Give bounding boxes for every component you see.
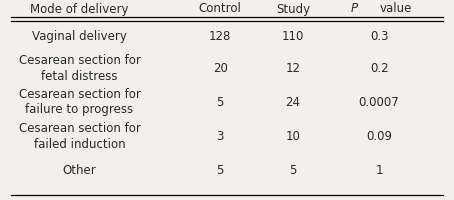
- Text: Cesarean section for
fetal distress: Cesarean section for fetal distress: [19, 53, 140, 82]
- Text: 24: 24: [285, 96, 301, 108]
- Text: Control: Control: [199, 2, 242, 16]
- Text: Study: Study: [276, 2, 310, 16]
- Text: Other: Other: [63, 164, 96, 177]
- Text: 0.2: 0.2: [370, 62, 389, 74]
- Text: Vaginal delivery: Vaginal delivery: [32, 30, 127, 43]
- Text: value: value: [380, 2, 413, 16]
- Text: 5: 5: [217, 96, 224, 108]
- Text: 128: 128: [209, 30, 232, 43]
- Text: 5: 5: [289, 164, 296, 177]
- Text: 10: 10: [286, 130, 300, 143]
- Text: Cesarean section for
failure to progress: Cesarean section for failure to progress: [19, 88, 140, 116]
- Text: 20: 20: [213, 62, 227, 74]
- Text: 0.3: 0.3: [370, 30, 388, 43]
- Text: 12: 12: [285, 62, 301, 74]
- Text: 0.09: 0.09: [366, 130, 392, 143]
- Text: 110: 110: [281, 30, 304, 43]
- Text: 5: 5: [217, 164, 224, 177]
- Text: Mode of delivery: Mode of delivery: [30, 2, 128, 16]
- Text: Cesarean section for
failed induction: Cesarean section for failed induction: [19, 122, 140, 151]
- Text: 3: 3: [217, 130, 224, 143]
- Text: 1: 1: [375, 164, 383, 177]
- Text: $\mathit{P}$: $\mathit{P}$: [350, 2, 359, 16]
- Text: 0.0007: 0.0007: [359, 96, 400, 108]
